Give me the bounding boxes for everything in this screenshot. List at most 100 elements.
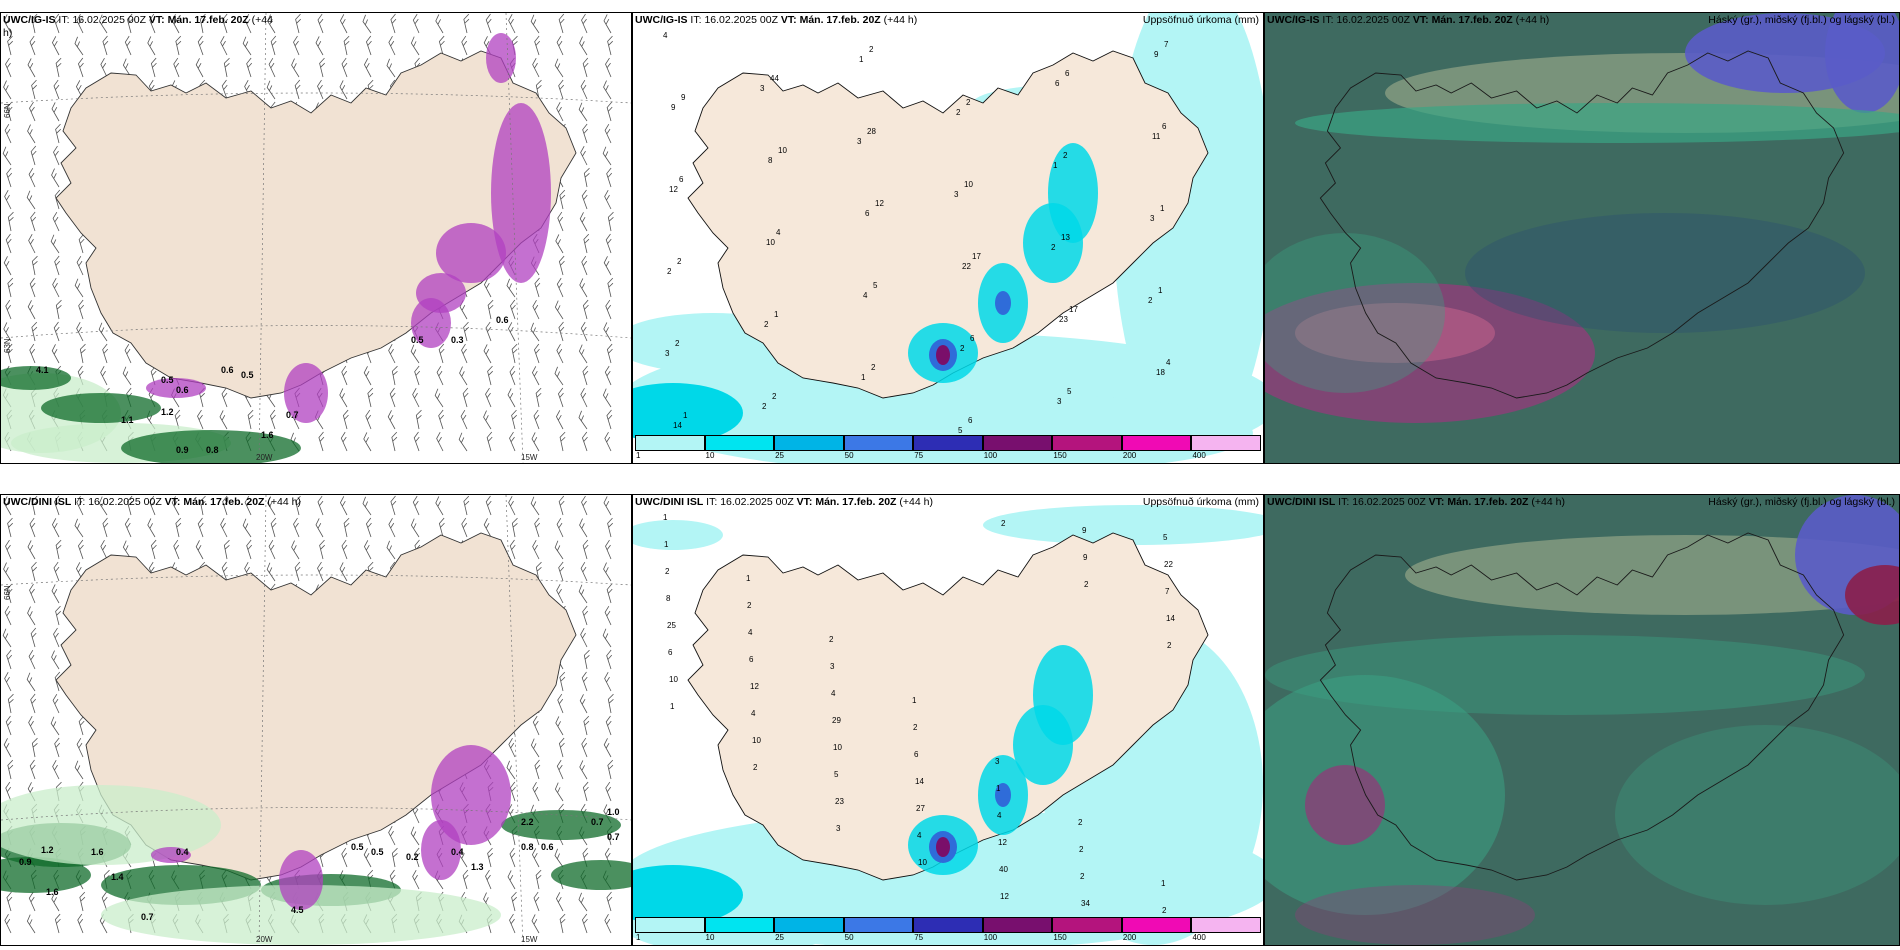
- wind-barb: [558, 321, 565, 342]
- wind-barb: [583, 233, 590, 254]
- colorbar-swatch: [704, 917, 775, 933]
- wind-barb: [30, 211, 37, 232]
- precip-value: 1: [996, 784, 1001, 793]
- wind-barb: [174, 409, 181, 430]
- wind-barb: [485, 13, 492, 34]
- wind-barb: [461, 343, 468, 364]
- wind-barb: [51, 344, 60, 364]
- precip-value: 4: [863, 291, 868, 300]
- snow-blob: [431, 745, 511, 845]
- precip-value: 2: [667, 267, 672, 276]
- wind-barb: [7, 35, 13, 56]
- precip-value: 6: [679, 175, 684, 184]
- wind-barb: [2, 146, 12, 166]
- wind-barb: [530, 496, 540, 516]
- wind-barb: [580, 321, 588, 342]
- precip-value: 10: [752, 736, 761, 745]
- wind-barb: [341, 57, 348, 78]
- precip-value: 12: [875, 199, 884, 208]
- wind-barb: [557, 387, 564, 408]
- wind-barb: [55, 299, 62, 320]
- precip-value: 2: [966, 98, 971, 107]
- wind-barb: [318, 431, 325, 452]
- wind-barb: [27, 124, 36, 144]
- snow-value: 1.2: [161, 407, 174, 417]
- wind-barb: [7, 211, 14, 232]
- wind-barb: [223, 539, 230, 560]
- wind-barb: [55, 57, 62, 78]
- wind-barb: [578, 410, 588, 430]
- precip-value: 9: [681, 93, 686, 102]
- wind-barb: [509, 539, 516, 560]
- wind-barb: [315, 518, 324, 538]
- wind-barb: [581, 189, 588, 210]
- wind-barb: [603, 256, 612, 276]
- wind-barb: [579, 694, 588, 714]
- wind-barb: [124, 35, 132, 56]
- wind-barb: [607, 693, 614, 714]
- wind-barb: [7, 517, 13, 538]
- wind-barb: [27, 606, 36, 626]
- wind-barb: [386, 58, 396, 78]
- wind-barb: [533, 343, 540, 364]
- precip-value: 14: [673, 421, 682, 430]
- wind-barb: [530, 14, 540, 34]
- precip-value: 2: [772, 392, 777, 401]
- wind-barb: [483, 344, 492, 364]
- wind-barb: [605, 781, 612, 802]
- wind-barb: [29, 759, 36, 780]
- wind-barb: [122, 540, 132, 560]
- wind-barb: [222, 13, 229, 34]
- wind-barb: [460, 409, 468, 430]
- colorbar-tick-label: 50: [844, 933, 854, 942]
- snow-value: 1.6: [261, 430, 274, 440]
- snow-value: 0.6: [541, 842, 554, 852]
- lon-label-20: 20W: [256, 453, 273, 462]
- wind-barb: [122, 366, 132, 386]
- colorbar-swatch: [982, 435, 1053, 451]
- wind-barb: [55, 539, 62, 560]
- wind-barb: [391, 847, 398, 868]
- wind-barb: [583, 715, 590, 736]
- precip-value: 23: [1059, 315, 1068, 324]
- wind-barb: [554, 848, 564, 868]
- wind-barb: [509, 847, 516, 868]
- wind-barb: [485, 869, 492, 890]
- wind-barb: [534, 517, 541, 538]
- wind-barb: [581, 255, 588, 276]
- precip-value: 12: [750, 682, 759, 691]
- wind-barb: [31, 561, 37, 582]
- wind-barb: [555, 716, 564, 736]
- wind-barb: [533, 409, 540, 430]
- wind-barb: [436, 432, 444, 452]
- wind-barb: [53, 627, 60, 648]
- wind-barb: [244, 495, 252, 516]
- snow-value: 1.6: [91, 847, 104, 857]
- wind-barb: [581, 13, 588, 34]
- wind-barb: [458, 432, 468, 452]
- precip-area: [1033, 645, 1093, 745]
- wind-barb: [317, 79, 324, 100]
- wind-barb: [365, 35, 372, 56]
- wind-barb: [579, 518, 588, 538]
- wind-barb: [607, 517, 613, 538]
- snow-value: 0.5: [241, 370, 254, 380]
- lat-label-64: 63N: [3, 338, 12, 353]
- snow-blob: [501, 810, 621, 840]
- wind-barb: [31, 495, 38, 516]
- wind-barb: [438, 409, 445, 430]
- panel-variable: Uppsöfnuð úrkoma (mm): [1142, 496, 1259, 508]
- wind-barb: [508, 496, 516, 516]
- precip-value: 4: [663, 31, 668, 40]
- wind-barb: [602, 628, 612, 648]
- wind-barb: [30, 627, 37, 648]
- wind-barb: [76, 322, 84, 342]
- wind-barb: [388, 35, 396, 56]
- precip-value: 2: [762, 402, 767, 411]
- wind-barb: [6, 649, 13, 670]
- precip-core: [995, 291, 1011, 315]
- iceland-landmass: [687, 532, 1209, 881]
- wind-barb: [530, 322, 540, 342]
- wind-barb: [532, 715, 540, 736]
- wind-barb: [461, 517, 468, 538]
